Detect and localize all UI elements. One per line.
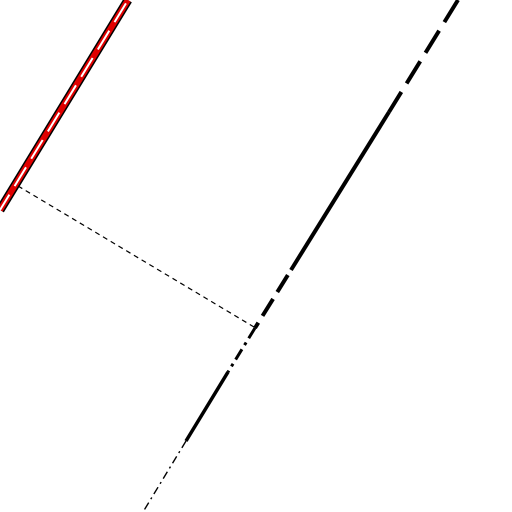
main-boundary-line (253, 0, 460, 330)
lower-boundary-line (142, 327, 257, 512)
highlighted-boundary-line (0, 0, 132, 213)
dashed-connector-line (17, 185, 255, 328)
